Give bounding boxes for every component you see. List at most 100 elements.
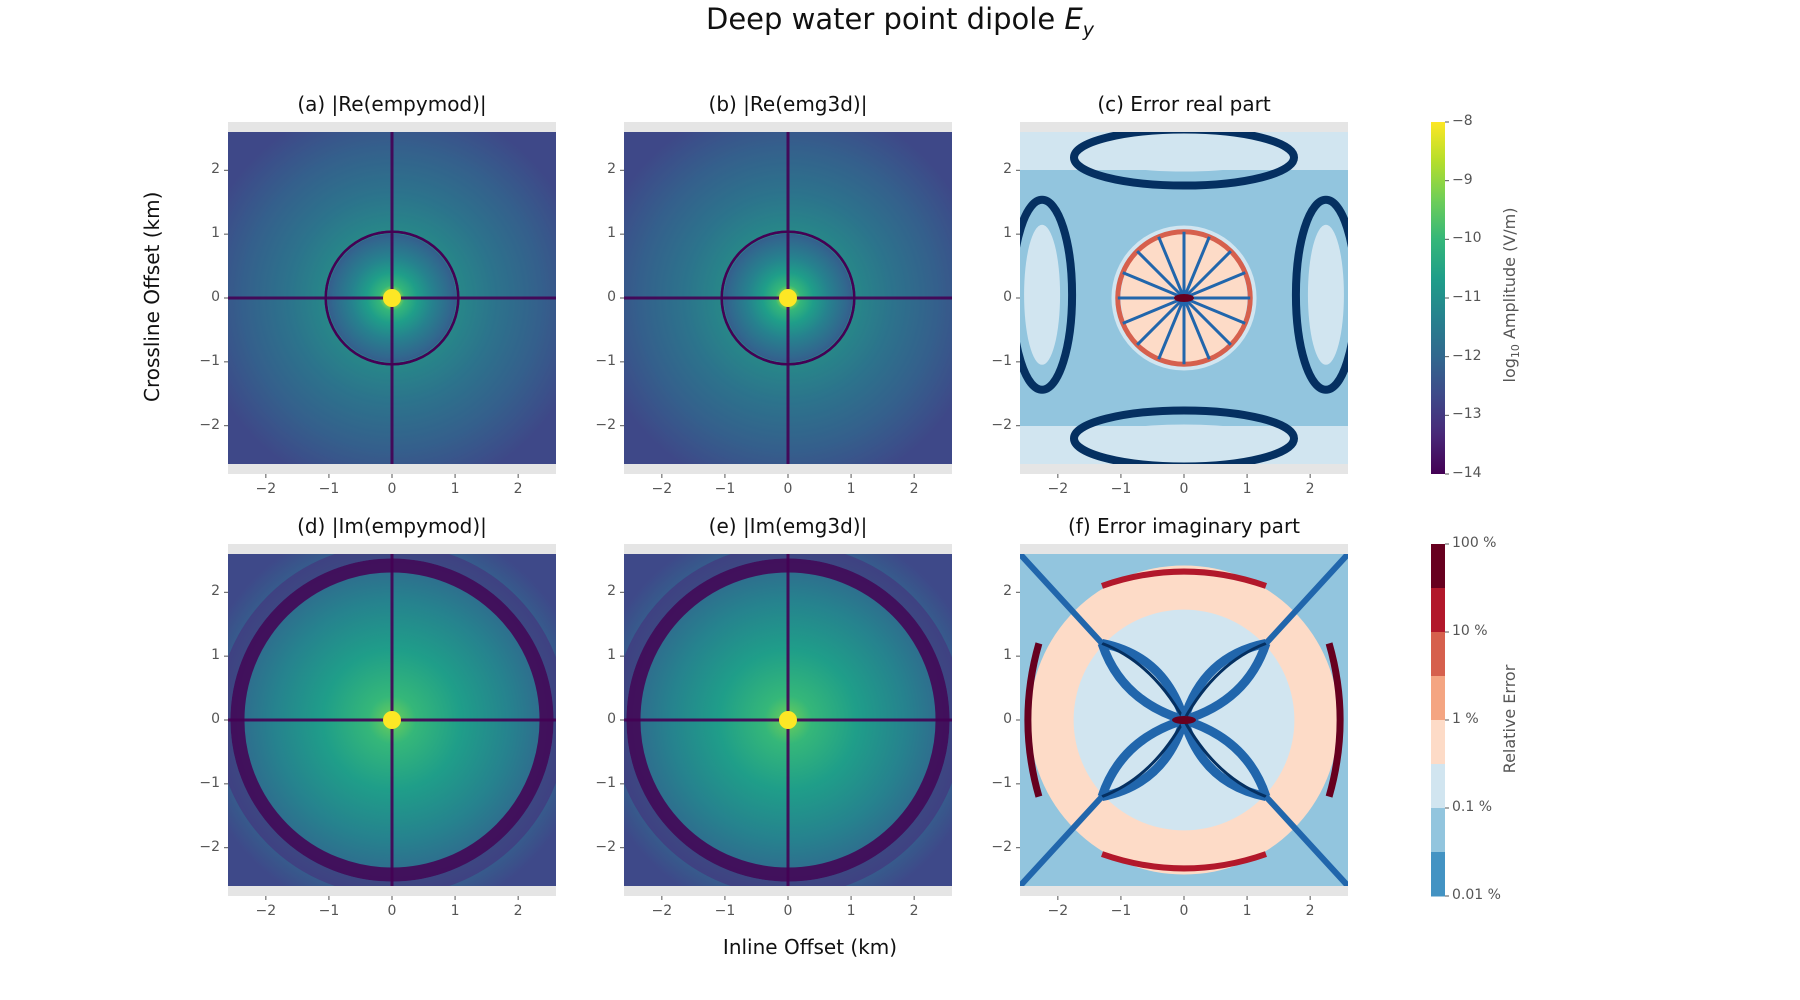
amplitude-tick-label: −13	[1452, 406, 1482, 423]
error-colorbar-bin	[1431, 764, 1445, 809]
y-tick-label: −2	[595, 416, 616, 433]
amplitude-tick-label: −9	[1452, 171, 1473, 188]
error-colorbar-bin	[1431, 852, 1445, 897]
x-tick-label: −2	[1047, 481, 1069, 497]
heatmap	[624, 132, 952, 464]
error-petal	[1097, 715, 1186, 799]
y-tick-label: 2	[607, 583, 616, 600]
heatmap	[1020, 132, 1348, 464]
amplitude-tick-label: −12	[1452, 347, 1482, 364]
error-petal	[1122, 271, 1185, 300]
amplitude-colorbar	[1431, 122, 1445, 474]
error-colorbar-label: Relative Error	[1500, 664, 1519, 774]
error-colorbar-bin	[1431, 808, 1445, 853]
x-tick-label: 0	[387, 903, 397, 919]
error-contour	[1307, 224, 1344, 365]
panel-e	[620, 544, 952, 900]
error-contour	[1020, 195, 1077, 394]
error-contour	[1024, 224, 1061, 365]
error-tick-label: 1 %	[1452, 711, 1479, 727]
error-colorbar-bin	[1431, 588, 1445, 633]
y-tick-label: 2	[607, 161, 616, 178]
y-tick-label: 0	[1003, 711, 1012, 727]
y-tick-label: 1	[211, 225, 220, 242]
x-tick-label: 1	[450, 903, 460, 919]
y-tick-label: 2	[1003, 583, 1012, 600]
error-contour	[1070, 406, 1298, 464]
x-tick-label: 0	[783, 481, 793, 497]
y-tick-label: −2	[595, 838, 616, 855]
y-tick-label: −1	[199, 352, 220, 369]
title-math-main: E	[1064, 2, 1083, 36]
x-tick-label: −2	[1047, 903, 1069, 919]
y-tick-label: 0	[1003, 289, 1012, 305]
error-petal	[1179, 718, 1267, 802]
x-tick-label: 2	[513, 903, 523, 919]
y-tick-label: 2	[211, 583, 220, 600]
error-petal	[1183, 296, 1246, 325]
error-source	[1172, 716, 1196, 724]
error-petal	[1097, 641, 1186, 725]
heatmap	[1020, 554, 1348, 886]
y-tick-label: 0	[607, 711, 616, 727]
x-tick-label: 0	[783, 903, 793, 919]
source-peak	[779, 711, 797, 729]
y-tick-label: 0	[211, 711, 220, 727]
y-tick-label: −1	[991, 774, 1012, 791]
figure-title: Deep water point dipole Ey	[0, 2, 1800, 41]
x-tick-label: 0	[387, 481, 397, 497]
x-tick-label: 2	[909, 903, 919, 919]
y-tick-label: −1	[199, 774, 220, 791]
x-tick-label: −1	[1110, 481, 1132, 497]
heatmap	[624, 554, 952, 886]
error-petal	[1101, 719, 1186, 799]
y-tick-label: 1	[1003, 225, 1012, 242]
source-peak	[383, 711, 401, 729]
x-tick-label: 1	[846, 481, 856, 497]
error-petal	[1182, 719, 1267, 799]
error-colorbar-bin	[1431, 676, 1445, 721]
x-tick-label: −1	[318, 903, 340, 919]
panel-d	[224, 544, 556, 900]
error-petal	[1182, 296, 1232, 346]
x-tick-label: 0	[1179, 481, 1189, 497]
panel-title-e: (e) |Im(emg3d)|	[708, 514, 868, 538]
error-petal	[1179, 638, 1267, 722]
x-tick-label: 2	[1305, 903, 1315, 919]
error-colorbar-bin	[1431, 720, 1445, 765]
y-tick-label: 1	[1003, 647, 1012, 664]
error-source	[1174, 294, 1194, 302]
panel-title-c: (c) Error real part	[1097, 92, 1271, 116]
x-tick-label: −2	[255, 903, 277, 919]
error-petal	[1136, 296, 1186, 346]
x-tick-label: −2	[651, 903, 673, 919]
y-tick-label: −1	[595, 774, 616, 791]
y-tick-label: 2	[1003, 161, 1012, 178]
panel-c	[1016, 122, 1348, 478]
error-petal	[1136, 250, 1186, 300]
x-tick-label: −1	[318, 481, 340, 497]
y-tick-label: −2	[199, 416, 220, 433]
error-petal	[1183, 271, 1246, 300]
y-tick-label: 0	[211, 289, 220, 305]
error-arc	[1325, 642, 1344, 798]
error-contour	[1099, 424, 1269, 453]
error-petal	[1157, 297, 1186, 360]
amplitude-tick-label: −10	[1452, 230, 1482, 247]
error-tick-label: 0.01 %	[1452, 887, 1501, 903]
y-tick-label: 1	[607, 647, 616, 664]
error-spoke	[1263, 794, 1348, 886]
amplitude-tick-label: −11	[1452, 289, 1482, 305]
x-tick-label: −2	[255, 481, 277, 497]
error-tick-label: 0.1 %	[1452, 799, 1493, 815]
error-petal	[1101, 641, 1186, 721]
error-petal	[1182, 236, 1211, 299]
x-tick-label: 2	[1305, 481, 1315, 497]
panel-title-b: (b) |Re(emg3d)|	[708, 92, 868, 116]
x-tick-label: −1	[1110, 903, 1132, 919]
x-tick-label: 1	[1242, 481, 1252, 497]
source-peak	[779, 289, 797, 307]
